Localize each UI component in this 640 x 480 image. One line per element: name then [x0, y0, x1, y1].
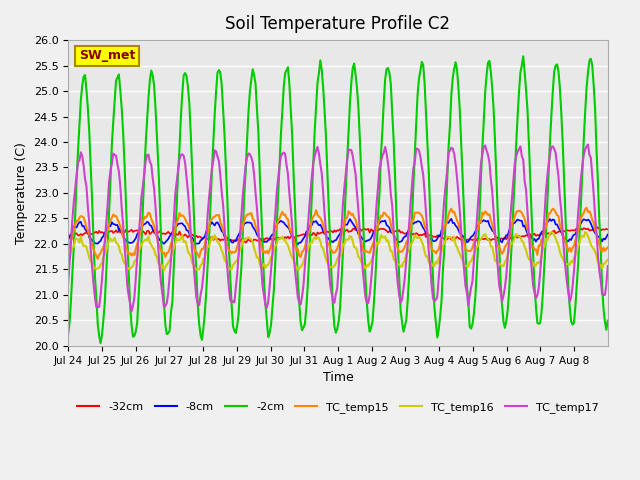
-32cm: [343, 227, 351, 232]
TC_temp15: [94, 256, 102, 262]
-32cm: [531, 231, 538, 237]
TC_temp16: [531, 264, 538, 269]
TC_temp15: [531, 247, 538, 252]
-8cm: [83, 228, 90, 234]
TC_temp17: [343, 158, 351, 164]
TC_temp15: [64, 249, 72, 254]
Title: Soil Temperature Profile C2: Soil Temperature Profile C2: [225, 15, 451, 33]
-2cm: [101, 300, 109, 306]
Line: -2cm: -2cm: [68, 56, 608, 343]
-32cm: [100, 230, 108, 236]
-32cm: [602, 226, 610, 232]
TC_temp15: [583, 205, 591, 211]
TC_temp15: [451, 209, 458, 215]
-2cm: [520, 53, 527, 59]
TC_temp17: [531, 290, 538, 296]
-2cm: [602, 327, 610, 333]
TC_temp15: [101, 240, 109, 245]
TC_temp16: [604, 257, 612, 263]
TC_temp17: [83, 184, 90, 190]
TC_temp17: [604, 263, 612, 269]
Line: TC_temp15: TC_temp15: [68, 208, 608, 259]
TC_temp17: [602, 281, 610, 287]
TC_temp17: [128, 308, 136, 314]
-32cm: [593, 224, 600, 229]
-2cm: [451, 66, 458, 72]
TC_temp16: [64, 259, 72, 265]
-8cm: [602, 234, 610, 240]
TC_temp15: [83, 225, 90, 231]
TC_temp15: [602, 246, 610, 252]
TC_temp16: [83, 244, 90, 250]
-2cm: [97, 340, 104, 346]
TC_temp15: [343, 215, 351, 221]
-8cm: [604, 232, 612, 238]
Text: SW_met: SW_met: [79, 49, 135, 62]
TC_temp16: [160, 267, 168, 273]
TC_temp16: [581, 229, 589, 235]
-8cm: [452, 223, 460, 228]
-32cm: [604, 227, 612, 232]
Line: TC_temp17: TC_temp17: [68, 144, 608, 311]
TC_temp16: [451, 234, 458, 240]
Line: -8cm: -8cm: [68, 219, 608, 244]
X-axis label: Time: Time: [323, 371, 353, 384]
TC_temp15: [604, 245, 612, 251]
TC_temp17: [100, 258, 108, 264]
-2cm: [83, 87, 90, 93]
-8cm: [532, 239, 540, 244]
-32cm: [83, 229, 90, 235]
-2cm: [343, 157, 351, 163]
-8cm: [343, 222, 351, 228]
-8cm: [294, 241, 301, 247]
TC_temp17: [64, 280, 72, 286]
-2cm: [532, 303, 540, 309]
TC_temp16: [343, 237, 351, 242]
Legend: -32cm, -8cm, -2cm, TC_temp15, TC_temp16, TC_temp17: -32cm, -8cm, -2cm, TC_temp15, TC_temp16,…: [73, 397, 603, 417]
-8cm: [64, 238, 72, 244]
TC_temp16: [100, 254, 108, 260]
-8cm: [447, 216, 455, 222]
Line: -32cm: -32cm: [68, 227, 608, 243]
-2cm: [64, 332, 72, 337]
TC_temp17: [451, 151, 458, 156]
-32cm: [242, 240, 250, 246]
-32cm: [451, 236, 458, 242]
-32cm: [64, 233, 72, 239]
-8cm: [100, 233, 108, 239]
TC_temp16: [602, 258, 610, 264]
-2cm: [604, 318, 612, 324]
Line: TC_temp16: TC_temp16: [68, 232, 608, 270]
Y-axis label: Temperature (C): Temperature (C): [15, 142, 28, 244]
TC_temp17: [584, 142, 592, 147]
